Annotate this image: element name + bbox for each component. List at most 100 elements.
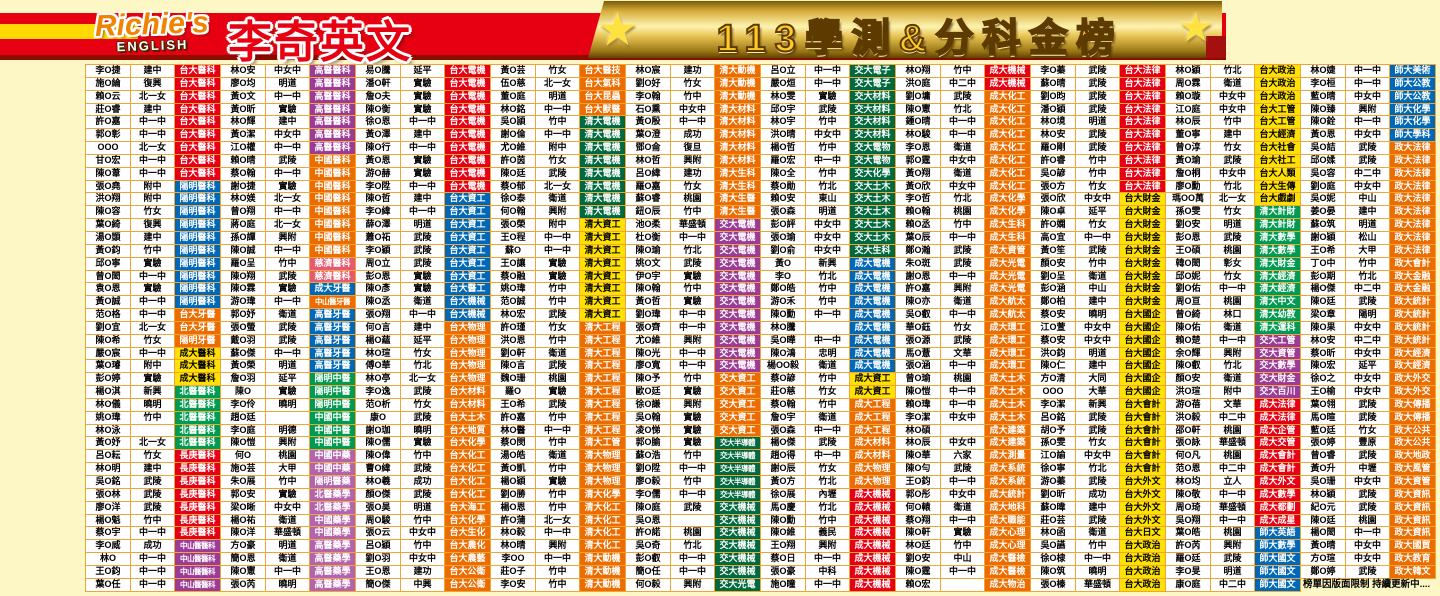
department-cell: 清大資工 — [580, 283, 626, 297]
school-cell: 附中 — [536, 142, 580, 155]
school-cell: 中女中 — [1211, 90, 1255, 104]
department-cell: 交大材料 — [850, 116, 896, 130]
school-cell: 中一中 — [806, 77, 850, 91]
department-cell: 台大財金 — [1120, 231, 1166, 245]
school-cell: 竹中 — [806, 116, 850, 130]
department-cell: 清大生科 — [715, 167, 761, 181]
department-cell: 清大生醫 — [715, 193, 761, 207]
school-cell: 中一中 — [806, 553, 850, 566]
student-name-cell: 陳O偉 — [356, 450, 401, 464]
student-name-cell: 郭O安 — [221, 488, 266, 502]
department-cell: 政大資訊 — [1390, 488, 1436, 502]
department-cell: 陽明醫科 — [175, 231, 221, 245]
student-name-cell: 賴O瑋 — [896, 398, 941, 412]
department-cell: 成大環工 — [985, 334, 1031, 348]
student-name-cell: 徐O展 — [761, 488, 806, 502]
school-cell: 竹中 — [536, 296, 580, 310]
school-cell: 竹中 — [536, 501, 580, 515]
student-name-cell: 張O豪 — [761, 565, 806, 579]
school-cell: 桃園 — [1211, 450, 1255, 464]
student-name-cell: 陳O哲 — [356, 193, 401, 207]
department-cell: 台大醫科 — [175, 129, 221, 143]
school-cell: 中二中 — [1346, 167, 1390, 181]
student-name-cell: 陳O筑 — [1031, 565, 1076, 579]
school-cell: 中一中 — [1346, 116, 1390, 130]
department-cell: 交大土木 — [850, 180, 896, 194]
school-cell: 中二中 — [1211, 411, 1255, 425]
department-cell: 台大法律 — [1120, 154, 1166, 168]
department-cell: 陽明中醫 — [310, 373, 356, 387]
department-cell: 陽明醫藥 — [310, 476, 356, 489]
school-cell: 興附 — [536, 206, 580, 220]
department-cell: 清大幼教 — [1255, 309, 1301, 322]
department-cell: 成大地科 — [985, 501, 1031, 515]
school-cell: 中一中 — [131, 347, 175, 361]
department-cell: 台大資工 — [445, 193, 491, 207]
table-row: 陳O希 竹女 陽明牙醫 戴O羽 武陵 高醫牙醫 楊O蘊 延平 台大物理 洪O恩 竹中 清大工程 尤O維興… — [86, 334, 1436, 348]
table-row: 張O林 武陵 長庚醫科 郭O安 實驗 北醫藥學 顏O傑 武陵 台大化工 劉O勝 竹中 清大化學 李O儒中… — [86, 488, 1436, 502]
department-cell: 台大醫科 — [175, 77, 221, 91]
department-cell: 成大機械 — [850, 578, 896, 592]
student-name-cell: 徐O恩 — [356, 116, 401, 130]
department-cell: 清大電機 — [580, 142, 626, 155]
department-cell: 陽明醫科 — [175, 283, 221, 297]
department-cell: 中山醫醫科 — [175, 553, 221, 566]
school-cell: 華盛頓 — [1076, 578, 1120, 592]
school-cell: 中女中 — [1346, 321, 1390, 335]
department-cell: 成大工程 — [850, 398, 896, 412]
department-cell: 高醫牙醫 — [310, 347, 356, 361]
department-cell: 師大美術 — [1390, 65, 1436, 78]
department-cell: 清大運科 — [1255, 321, 1301, 335]
department-cell: 台大資工 — [445, 270, 491, 284]
department-cell: 政大傳播 — [1390, 398, 1436, 412]
table-row: 蔡O宇 中一中 長庚醫科 陳O洋 華盛頓 中國藥學 張O云 中女中 台大生化 林O毅 中一中 清大化工… — [86, 527, 1436, 541]
student-name-cell: 洪O瑄 — [1166, 386, 1211, 399]
student-name-cell: 葉O澄 — [626, 129, 671, 143]
school-cell: 中壢 — [1346, 463, 1390, 476]
school-cell: 明道 — [1211, 565, 1255, 579]
student-name-cell: 黃O — [761, 257, 806, 271]
school-cell: 林口 — [1211, 309, 1255, 322]
table-row: 楊O淇 新興 北醫醫科 陳O 實驗 陽明中醫 李O逸 武陵 台大材料 羅O 實驗 清大工程 歐O廷 實驗交… — [86, 386, 1436, 399]
school-cell: 曉明 — [401, 424, 445, 438]
student-name-cell: 蘇O筑 — [1301, 219, 1346, 232]
department-cell: 成大機械 — [985, 65, 1031, 78]
department-cell: 台大醫科 — [175, 142, 221, 155]
student-name-cell: 尤O維 — [491, 142, 536, 155]
student-name-cell: 蘇O — [491, 244, 536, 258]
department-cell: 清大材料 — [715, 154, 761, 168]
school-cell: 實驗 — [671, 437, 715, 451]
school-cell: 竹北 — [941, 103, 985, 117]
student-name-cell: 黃O恩 — [1301, 129, 1346, 143]
department-cell: 台大國企 — [1120, 386, 1166, 399]
department-cell: 成大醫檢 — [985, 565, 1031, 579]
school-cell: 中女中 — [1076, 193, 1120, 207]
student-name-cell: 梁O晰 — [221, 501, 266, 515]
school-cell: 興附 — [941, 283, 985, 297]
student-name-cell: 王O翔 — [761, 540, 806, 554]
school-cell: 建中 — [401, 193, 445, 207]
school-cell: 文華 — [941, 347, 985, 361]
department-cell: 交大電機 — [715, 347, 761, 361]
department-cell: 交大電機 — [715, 244, 761, 258]
student-name-cell: 林O婕 — [1301, 65, 1346, 78]
student-name-cell: 楊O傑 — [761, 437, 806, 451]
school-cell: 衛道 — [536, 193, 580, 207]
department-cell: 台大政治 — [1255, 65, 1301, 78]
school-cell: 中一中 — [536, 231, 580, 245]
student-name-cell: 陳O霖 — [221, 283, 266, 297]
student-name-cell: 洪O晴 — [761, 129, 806, 143]
school-cell: 中一中 — [1346, 527, 1390, 541]
school-cell: 中一中 — [1211, 334, 1255, 348]
school-cell: 竹女 — [401, 347, 445, 361]
student-name-cell: 董O寧 — [1166, 129, 1211, 143]
school-cell: 中一中 — [1346, 65, 1390, 78]
student-name-cell: 周O亘 — [1166, 296, 1211, 310]
department-cell: 交大電子 — [850, 77, 896, 91]
school-cell: 竹女 — [536, 154, 580, 168]
student-name-cell: 胡O予 — [1031, 424, 1076, 438]
student-name-cell: 謝O珈 — [356, 424, 401, 438]
student-name-cell: 張O榛 — [1031, 578, 1076, 592]
school-cell: 竹中 — [536, 565, 580, 579]
school-cell: 實驗 — [266, 103, 310, 117]
